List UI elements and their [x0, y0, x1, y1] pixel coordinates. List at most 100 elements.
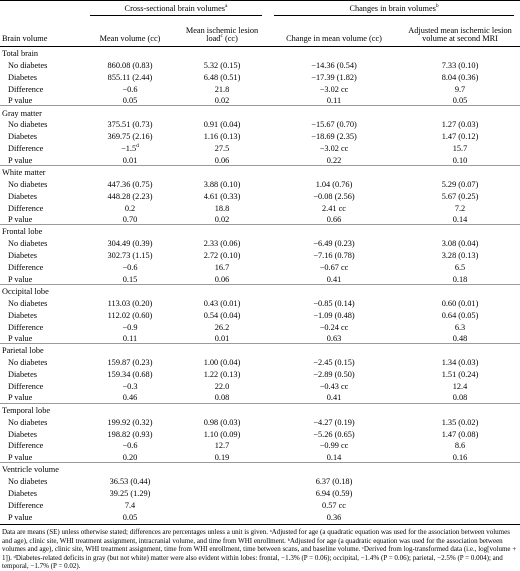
table-cell: 3.08 (0.04)	[441, 239, 479, 249]
table-cell: 855.11 (2.44)	[107, 72, 153, 82]
table-cell: 113.03 (0.20)	[107, 298, 153, 308]
table-cell: 7.4	[124, 500, 136, 510]
table-cell: 0.08	[214, 393, 230, 403]
table-cell: 0.05	[122, 512, 138, 522]
table-cell: 1.47 (0.12)	[441, 132, 479, 142]
table-row: P value 0.15 0.06 0.41 0.18	[0, 272, 520, 284]
row-label: Diabetes	[8, 310, 38, 320]
table-cell: 16.7	[214, 263, 230, 273]
row-label: Diabetes	[8, 72, 38, 82]
section-header-row: White matter	[0, 164, 520, 178]
section-title: Gray matter	[0, 105, 520, 118]
table-cell: 0.06	[214, 155, 230, 165]
table-cell: 0.05	[452, 96, 468, 106]
table-cell: 0.63	[326, 333, 342, 343]
table-cell: 0.66	[326, 215, 342, 225]
table-cell: 112.02 (0.60)	[107, 310, 153, 320]
table-cell: 0.15	[122, 274, 138, 284]
row-label: P value	[8, 215, 33, 225]
table-cell	[176, 475, 268, 487]
table-cell: 0.46	[122, 393, 138, 403]
table-cell: −0.6	[122, 441, 138, 451]
table-cell: 1.51 (0.24)	[441, 370, 479, 380]
table-cell: −0.24 cc	[319, 322, 349, 332]
table-cell: −1.09 (0.48)	[313, 310, 355, 320]
table-cell: 1.34 (0.03)	[441, 358, 479, 368]
table-cell	[400, 498, 520, 510]
table-cell: 3.28 (0.13)	[441, 251, 479, 261]
section-header-row: Occipital lobe	[0, 283, 520, 297]
table-cell: 0.20	[122, 452, 138, 462]
table-row: Diabetes 448.28 (2.23) 4.61 (0.33) −0.08 (2…	[0, 189, 520, 201]
table-cell: 5.67 (0.25)	[441, 191, 479, 201]
table-cell: 12.7	[214, 441, 230, 451]
table-cell: 0.14	[452, 215, 468, 225]
table-cell: 304.49 (0.39)	[107, 239, 153, 249]
group-header-changes: Changes in brain volumesb	[268, 1, 520, 16]
group-header-cross-sectional: Cross-sectional brain volumesa	[84, 1, 268, 16]
table-cell: 22.0	[214, 382, 230, 392]
section-header-row: Frontal lobe	[0, 224, 520, 237]
row-label: Diabetes	[8, 132, 38, 142]
table-row: No diabetes 113.03 (0.20) 0.43 (0.01) −0.85…	[0, 296, 520, 308]
table-cell: 0.18	[452, 274, 468, 284]
section-title: Temporal lobe	[0, 402, 520, 416]
row-label: No diabetes	[8, 120, 48, 130]
table-cell	[400, 475, 520, 487]
table-cell: 1.16 (0.13)	[203, 132, 241, 142]
table-cell: 0.16	[452, 452, 468, 462]
group-header-empty	[0, 1, 84, 17]
table-cell: 448.28 (2.23)	[107, 191, 153, 201]
table-row: Difference −0.6 21.8 −3.02 cc 9.7	[0, 82, 520, 94]
section-title: Occipital lobe	[0, 283, 520, 297]
table-cell: −0.67 cc	[319, 263, 349, 273]
table-cell: 369.75 (2.16)	[107, 132, 153, 142]
table-row: Diabetes 198.82 (0.93) 1.10 (0.09) −5.26 (0…	[0, 427, 520, 439]
table-cell: 0.19	[214, 452, 230, 462]
row-label: Difference	[8, 263, 44, 273]
table-cell: −0.6	[122, 84, 138, 94]
table-cell: 0.57 cc	[322, 500, 346, 510]
table-cell: 27.5	[214, 144, 230, 154]
table-cell: 7.33 (0.10)	[441, 60, 479, 70]
row-label: P value	[8, 393, 33, 403]
table-row: No diabetes 304.49 (0.39) 2.33 (0.06) −6.49…	[0, 237, 520, 249]
table-cell: 8.6	[454, 441, 466, 451]
table-row: Diabetes 39.25 (1.29) 6.94 (0.59)	[0, 486, 520, 498]
section-header-row: Parietal lobe	[0, 343, 520, 356]
table-row: Diabetes 369.75 (2.16) 1.16 (0.13) −18.69 (…	[0, 130, 520, 142]
table-row: No diabetes 36.53 (0.44) 6.37 (0.18)	[0, 475, 520, 487]
table-cell: −0.08 (2.56)	[313, 191, 355, 201]
table-cell: 0.41	[326, 393, 342, 403]
table-cell: 0.22	[326, 155, 342, 165]
table-cell: −17.39 (1.82)	[311, 72, 357, 82]
table-row: Diabetes 112.02 (0.60) 0.54 (0.04) −1.09 (0…	[0, 308, 520, 320]
table-cell: 1.35 (0.02)	[441, 417, 479, 427]
row-label: Diabetes	[8, 370, 38, 380]
row-label: Difference	[8, 322, 44, 332]
table-row: Difference −0.6 16.7 −0.67 cc 6.5	[0, 261, 520, 273]
table-cell: 2.33 (0.06)	[203, 239, 241, 249]
row-label: P value	[8, 155, 33, 165]
row-label: P value	[8, 96, 33, 106]
table-cell: 0.06	[214, 274, 230, 284]
table-cell: −5.26 (0.65)	[313, 429, 355, 439]
table-cell: −0.3	[122, 382, 138, 392]
table-cell: −2.89 (0.50)	[313, 370, 355, 380]
row-label: Difference	[8, 144, 44, 154]
table-cell: 0.70	[122, 215, 138, 225]
row-label: Difference	[8, 84, 44, 94]
table-row: No diabetes 199.92 (0.32) 0.98 (0.03) −4.27…	[0, 415, 520, 427]
table-cell: 1.00 (0.04)	[203, 358, 241, 368]
table-cell: 0.64 (0.05)	[441, 310, 479, 320]
table-cell: 1.10 (0.09)	[203, 429, 241, 439]
table-cell: −7.16 (0.78)	[313, 251, 355, 261]
table-cell: 4.61 (0.33)	[203, 191, 241, 201]
table-cell: −6.49 (0.23)	[313, 239, 355, 249]
table-cell: 39.25 (1.29)	[109, 489, 151, 499]
table-cell: 7.2	[454, 203, 466, 213]
row-label: Difference	[8, 500, 44, 510]
table-footnote: Data are means (SE) unless otherwise sta…	[0, 524, 520, 571]
table-cell: 6.5	[454, 263, 466, 273]
table-cell: 199.92 (0.32)	[107, 417, 153, 427]
